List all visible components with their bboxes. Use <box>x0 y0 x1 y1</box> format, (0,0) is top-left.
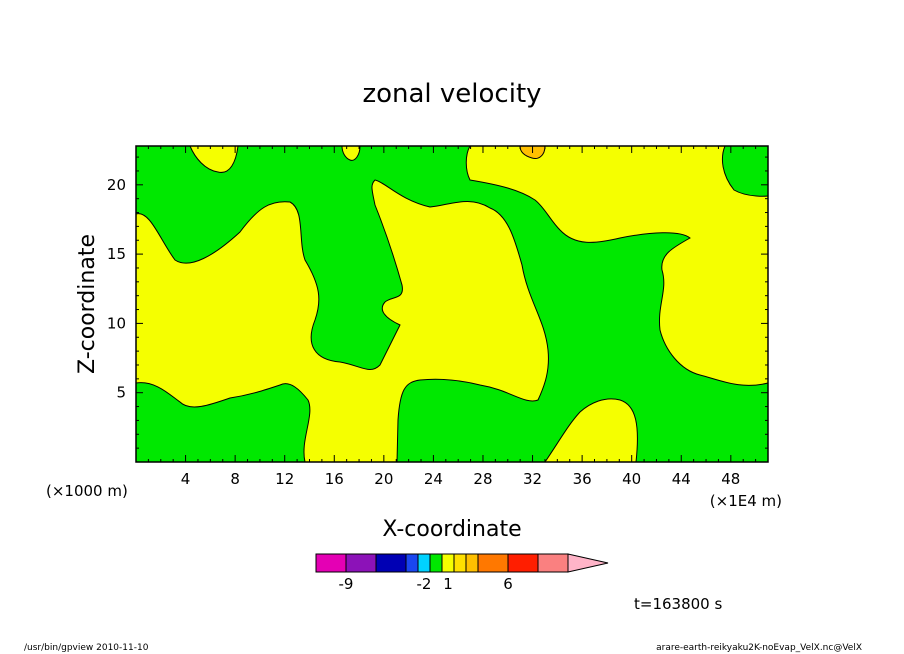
colorbar-tick-label: 1 <box>443 575 453 593</box>
x-tick-label: 20 <box>374 470 393 488</box>
footer-left: /usr/bin/gpview 2010-11-10 <box>24 643 149 653</box>
colorbar-swatch <box>453 553 467 573</box>
colorbar-swatch <box>405 553 419 573</box>
x-axis-title: X-coordinate <box>382 517 521 542</box>
x-tick-label: 4 <box>181 470 191 488</box>
y-axis-units: (×1000 m) <box>46 482 128 500</box>
y-tick-label: 10 <box>107 314 126 332</box>
y-tick-label: 15 <box>107 245 126 263</box>
footer-right: arare-earth-reikyaku2K-noEvap_VelX.nc@Ve… <box>656 643 862 653</box>
colorbar: -9 -2 1 6 <box>315 553 609 593</box>
colorbar-swatch <box>477 553 509 573</box>
y-tick-label: 5 <box>116 384 126 402</box>
x-tick-label: 40 <box>622 470 641 488</box>
colorbar-swatch <box>537 553 569 573</box>
positive-region-top-left <box>189 145 239 173</box>
colorbar-swatch <box>441 553 455 573</box>
plot-frame <box>135 145 769 463</box>
colorbar-swatch <box>417 553 431 573</box>
y-tick-label: 20 <box>107 176 126 194</box>
colorbar-tick-label: -9 <box>339 575 354 593</box>
colorbar-extend-arrow <box>567 553 609 573</box>
colorbar-swatch <box>315 553 347 573</box>
colorbar-tick-label: -2 <box>417 575 432 593</box>
colorbar-swatch <box>429 553 443 573</box>
x-tick-label: 28 <box>473 470 492 488</box>
positive-regions <box>135 145 769 463</box>
colorbar-swatch <box>375 553 407 573</box>
x-tick-label: 16 <box>325 470 344 488</box>
y-axis-ticks: 5 10 15 20 <box>107 156 768 449</box>
colorbar-swatch <box>345 553 377 573</box>
colorbar-swatch <box>465 553 479 573</box>
chart-title: zonal velocity <box>362 79 541 109</box>
colorbar-swatch <box>507 553 539 573</box>
x-tick-label: 8 <box>230 470 240 488</box>
x-tick-label: 44 <box>672 470 691 488</box>
x-tick-label: 36 <box>573 470 592 488</box>
x-axis-units: (×1E4 m) <box>710 492 782 510</box>
colorbar-tick-label: 6 <box>503 575 513 593</box>
y-axis-title: Z-coordinate <box>75 234 100 374</box>
x-tick-label: 48 <box>721 470 740 488</box>
positive-region-top-small <box>341 145 361 161</box>
x-tick-label: 24 <box>424 470 443 488</box>
time-label: t=163800 s <box>634 595 722 613</box>
positive-region-bottom-right <box>544 398 638 463</box>
x-axis-ticks: 4 8 12 16 20 24 28 32 36 40 44 48 <box>147 146 757 488</box>
positive-region-left <box>135 179 549 463</box>
x-tick-label: 32 <box>523 470 542 488</box>
x-tick-label: 12 <box>275 470 294 488</box>
